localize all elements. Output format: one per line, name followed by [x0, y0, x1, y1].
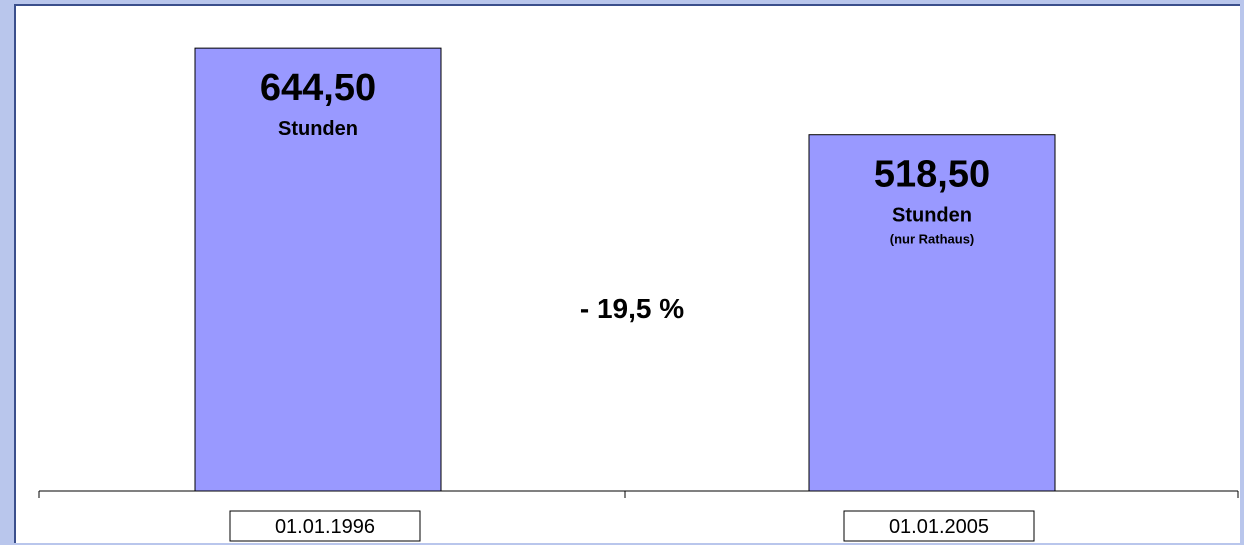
- bar-note-label: (nur Rathaus): [890, 232, 975, 247]
- tick-labels: 01.01.1996 01.01.2005: [229, 510, 1035, 542]
- bar-2: [808, 134, 1056, 492]
- x-tick-label-box: [843, 510, 1035, 542]
- bar-value-label: 644,50: [260, 67, 376, 109]
- x-tick-label: 01.01.1996: [275, 516, 375, 538]
- bar-unit-label: Stunden: [892, 205, 972, 227]
- bar-value-label: 518,50: [874, 154, 990, 196]
- bars-layer: [194, 47, 1056, 492]
- x-tick-label: 01.01.2005: [889, 516, 989, 538]
- labels-layer: 644,50 Stunden 518,50 Stunden (nur Rathaus): [260, 67, 990, 247]
- change-annotation: - 19,5 %: [580, 293, 684, 324]
- bar-unit-label: Stunden: [278, 118, 358, 140]
- bar-1: [194, 47, 442, 492]
- x-tick-label-box: [229, 510, 421, 542]
- chart-frame: 644,50 Stunden 518,50 Stunden (nur Rathaus) …: [14, 4, 1240, 543]
